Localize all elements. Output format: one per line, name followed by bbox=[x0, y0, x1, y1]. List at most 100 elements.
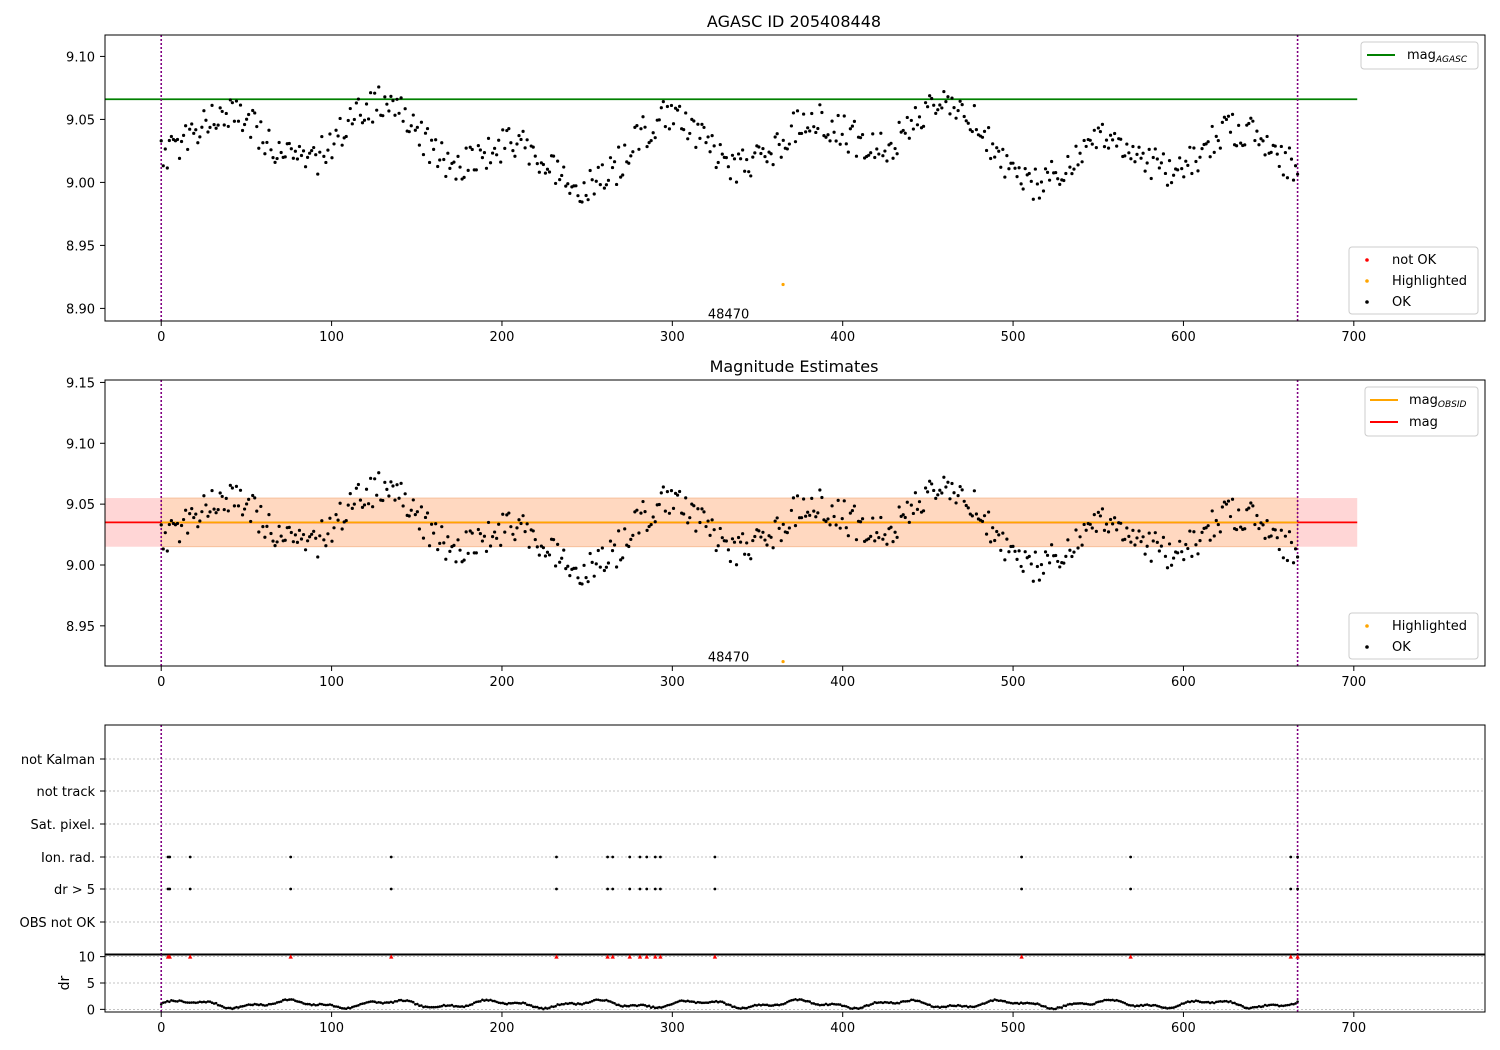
magnitude-point bbox=[986, 126, 991, 130]
x-tick-label: 500 bbox=[1001, 330, 1026, 345]
magnitude-point bbox=[1163, 171, 1168, 176]
magnitude-point bbox=[265, 524, 269, 528]
magnitude-point bbox=[1111, 522, 1115, 526]
dr-point bbox=[682, 999, 685, 1003]
magnitude-point bbox=[860, 132, 865, 137]
magnitude-point bbox=[314, 153, 318, 157]
magnitude-point bbox=[1255, 513, 1259, 518]
magnitude-point bbox=[444, 174, 448, 179]
magnitude-point bbox=[399, 481, 403, 485]
dr-point bbox=[1052, 1007, 1055, 1011]
magnitude-point bbox=[1019, 182, 1023, 186]
dr-point bbox=[973, 1005, 976, 1009]
dr-point bbox=[1040, 1004, 1043, 1008]
magnitude-point bbox=[277, 524, 281, 529]
magnitude-point bbox=[966, 506, 970, 510]
magnitude-point bbox=[1289, 540, 1294, 545]
dr-point bbox=[729, 1003, 732, 1007]
dr-point bbox=[239, 1005, 242, 1008]
dr-point bbox=[653, 1006, 657, 1010]
dr-point bbox=[1117, 999, 1121, 1003]
magnitude-point bbox=[757, 529, 761, 533]
magnitude-point bbox=[513, 154, 517, 158]
dr-point bbox=[603, 999, 606, 1002]
flag-point bbox=[645, 887, 649, 891]
magnitude-point bbox=[486, 520, 491, 525]
magnitude-point bbox=[179, 523, 184, 528]
magnitude-point bbox=[468, 145, 472, 149]
dr-point bbox=[525, 1003, 529, 1007]
dr-point bbox=[889, 1001, 893, 1004]
dr-point bbox=[1158, 1005, 1161, 1008]
dr-point bbox=[1072, 1002, 1076, 1005]
dr-point bbox=[163, 1000, 167, 1004]
magnitude-point bbox=[545, 167, 550, 171]
dr-point bbox=[869, 1003, 872, 1006]
dr-point bbox=[1204, 1000, 1208, 1004]
magnitude-point bbox=[948, 497, 952, 501]
dr-point bbox=[346, 1006, 350, 1010]
magnitude-point bbox=[385, 487, 389, 492]
magnitude-point bbox=[989, 540, 993, 544]
magnitude-point bbox=[736, 152, 741, 156]
dr-point bbox=[863, 1004, 866, 1008]
magnitude-point bbox=[1129, 540, 1133, 544]
magnitude-point bbox=[1113, 516, 1117, 520]
flag-point bbox=[1289, 887, 1293, 891]
dr-point bbox=[859, 1006, 862, 1010]
dr-point bbox=[546, 1007, 549, 1010]
magnitude-point bbox=[1180, 550, 1184, 554]
magnitude-point bbox=[989, 156, 993, 161]
dr-point bbox=[440, 1004, 444, 1008]
magnitude-point bbox=[336, 134, 340, 138]
magnitude-point bbox=[255, 509, 259, 513]
x-tick-label: 700 bbox=[1341, 675, 1366, 690]
magnitude-point bbox=[1143, 169, 1147, 173]
dr-point bbox=[544, 1006, 547, 1010]
magnitude-point bbox=[724, 539, 728, 543]
magnitude-point bbox=[980, 519, 985, 524]
legend-box bbox=[1360, 41, 1479, 70]
magnitude-point bbox=[1104, 522, 1109, 526]
magnitude-point bbox=[517, 518, 521, 522]
magnitude-point bbox=[541, 162, 546, 167]
dr-point bbox=[637, 1004, 641, 1007]
y-tick-label: 9.05 bbox=[66, 498, 95, 513]
magnitude-point bbox=[362, 118, 367, 122]
magnitude-point bbox=[340, 143, 344, 147]
dr-point bbox=[475, 1000, 478, 1004]
magnitude-point bbox=[228, 98, 232, 102]
plot-frame bbox=[104, 724, 1486, 956]
dr-point bbox=[1263, 1003, 1267, 1007]
magnitude-point bbox=[523, 530, 527, 534]
magnitude-point bbox=[1037, 578, 1042, 582]
magnitude-point bbox=[527, 545, 531, 549]
magnitude-point bbox=[889, 525, 893, 529]
magnitude-point bbox=[464, 146, 468, 150]
magnitude-point bbox=[1178, 539, 1182, 543]
magnitude-point bbox=[261, 141, 265, 145]
dr-point bbox=[391, 1001, 395, 1004]
magnitude-point bbox=[328, 516, 332, 520]
magnitude-point bbox=[200, 125, 204, 129]
dr-point bbox=[1292, 1002, 1295, 1006]
flag-category-label: not Kalman bbox=[21, 753, 95, 768]
magnitude-point bbox=[736, 535, 741, 540]
magnitude-point bbox=[991, 142, 995, 146]
dr-point bbox=[969, 1005, 972, 1008]
magnitude-point bbox=[771, 163, 775, 167]
magnitude-point bbox=[891, 156, 895, 160]
dr-point bbox=[964, 1004, 968, 1008]
magnitude-point bbox=[875, 147, 879, 151]
dr-point bbox=[887, 1001, 891, 1005]
dr-point bbox=[328, 1003, 332, 1006]
dr-point bbox=[1090, 1003, 1094, 1006]
magnitude-point bbox=[310, 532, 314, 536]
magnitude-point bbox=[883, 533, 887, 537]
magnitude-point bbox=[950, 96, 954, 100]
magnitude-point bbox=[515, 142, 519, 146]
dr-point bbox=[676, 1000, 679, 1004]
magnitude-point bbox=[1068, 548, 1072, 552]
dr-point bbox=[1206, 1000, 1210, 1004]
